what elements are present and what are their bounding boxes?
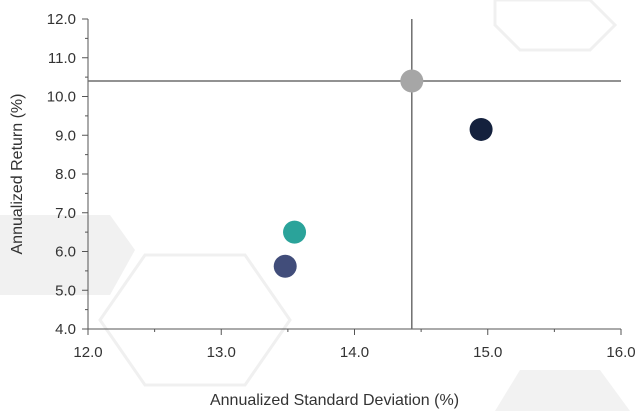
data-point xyxy=(273,254,297,278)
y-tick-label: 12.0 xyxy=(47,11,76,28)
y-tick-label: 5.0 xyxy=(55,282,76,299)
x-axis-title: Annualized Standard Deviation (%) xyxy=(210,392,459,409)
data-point xyxy=(400,69,424,93)
y-tick-label: 6.0 xyxy=(55,244,76,261)
background-hexagon xyxy=(98,253,292,387)
y-tick-label: 11.0 xyxy=(48,50,76,67)
x-tick-label: 13.0 xyxy=(207,344,236,361)
y-tick-label: 8.0 xyxy=(55,166,76,183)
background-hexagon xyxy=(0,215,135,295)
data-point xyxy=(469,117,493,141)
y-axis-title: Annualized Return (%) xyxy=(9,94,26,255)
y-tick-label: 7.0 xyxy=(55,205,76,222)
x-tick-label: 12.0 xyxy=(73,344,102,361)
x-tick-label: 14.0 xyxy=(340,344,369,361)
data-point xyxy=(283,220,307,244)
y-tick-label: 9.0 xyxy=(55,127,76,144)
x-tick-label: 15.0 xyxy=(473,344,502,361)
background-hexagon xyxy=(495,370,630,411)
y-tick-label: 4.0 xyxy=(55,321,76,338)
y-tick-label: 10.0 xyxy=(47,89,76,106)
background-hexagon xyxy=(493,0,618,52)
x-tick-label: 16.0 xyxy=(606,344,635,361)
